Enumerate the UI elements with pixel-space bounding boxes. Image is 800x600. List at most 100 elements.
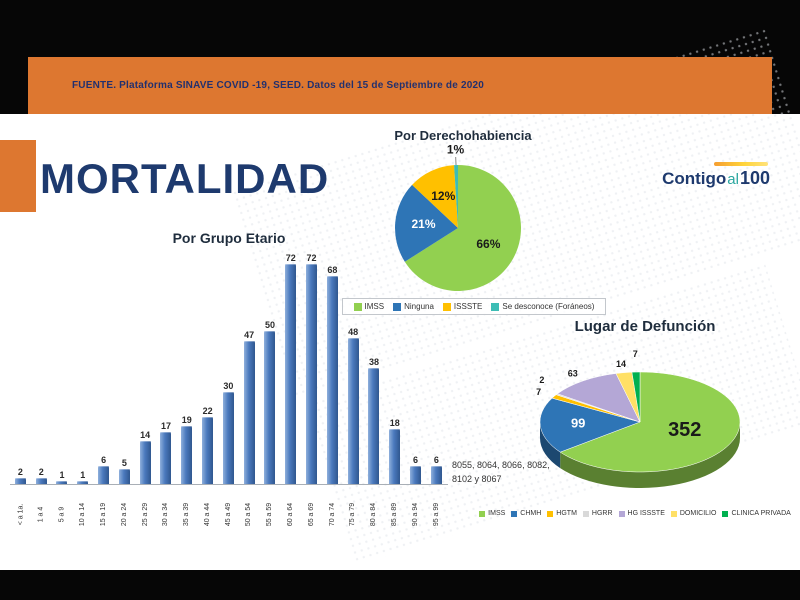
legend-swatch [442, 302, 451, 311]
bar-value: 72 [285, 253, 296, 264]
pie2-rim [560, 422, 740, 488]
bar-value: 6 [433, 454, 439, 465]
bar-slot: 6 [426, 252, 447, 484]
bar-value: 2 [38, 466, 44, 477]
bar-axis-label: 50 a 54 [245, 502, 253, 526]
bar [430, 465, 442, 484]
pie2-slice-6 [631, 371, 641, 423]
legend-swatch [353, 302, 362, 311]
bar-value: 14 [140, 430, 151, 441]
legend-swatch [618, 510, 625, 517]
bar-slot: 68 [322, 252, 343, 484]
pie1-slice-2 [412, 165, 458, 228]
legend-swatch [547, 510, 554, 517]
bar [243, 340, 255, 484]
footnote-line-2: 8102 y 8067 [452, 474, 502, 485]
pie1-slice-1 [395, 184, 458, 262]
pie1-legend: IMSS Ninguna ISSSTE Se desconoce (Foráneos) [342, 298, 606, 315]
legend-item: Ninguna [393, 302, 434, 311]
bar-axis-label: 75 a 79 [349, 502, 357, 526]
bar [222, 392, 234, 484]
bar-axis-label: 95 a 99 [432, 502, 440, 526]
bar-value: 2 [17, 466, 23, 477]
bar-value: 1 [59, 469, 65, 480]
legend-swatch [582, 510, 589, 517]
pie2-value-label: 352 [668, 419, 701, 441]
bar-axis-label: 15 a 19 [100, 502, 108, 526]
legend-label: DOMICILIO [679, 510, 717, 517]
pie2-value-label: 14 [616, 359, 626, 369]
legend-swatch [670, 510, 677, 517]
legend-item: IMSS [479, 510, 505, 517]
pie1-value-label: 1% [447, 142, 465, 156]
bar-slot: 1 [52, 252, 73, 484]
bar-axis-label: 30 a 34 [162, 502, 170, 526]
bar-axis-label: 25 a 29 [141, 502, 149, 526]
bar-plot: 2 2 1 1 6 5 14 17 19 22 30 47 50 72 72 68 48 38 18 6 6 [10, 252, 448, 485]
bar-slot: 30 [218, 252, 239, 484]
bar-axis-label: < a 1a. [16, 503, 24, 525]
bar-value: 68 [327, 265, 338, 276]
pie-lugar-defuncion: 352 99 7 2 63 14 7 [536, 349, 741, 488]
pie2-title: Lugar de Defunción [574, 318, 716, 335]
legend-label: ISSSTE [453, 302, 483, 311]
page-title: MORTALIDAD [40, 155, 330, 202]
legend-item: HGTM [547, 510, 577, 517]
logo-text-100: 100 [739, 168, 770, 188]
bar [347, 337, 359, 484]
pie2-rim [540, 422, 561, 469]
bar [14, 477, 26, 484]
legend-swatch [722, 510, 729, 517]
bar [181, 426, 193, 484]
bar-value: 19 [181, 415, 192, 425]
legend-label: CLINICA PRIVADA [731, 510, 791, 517]
bar-axis-label: 65 a 69 [308, 502, 316, 526]
pie2-value-label: 7 [536, 387, 541, 397]
legend-label: Ninguna [404, 302, 434, 311]
bar-labels: < a 1a. 1 a 4 5 a 9 10 a 14 15 a 19 20 a 24 25… [10, 487, 448, 541]
slide-body: MORTALIDAD Contigo al 100 Por Grupo Etar… [0, 26, 800, 570]
bar-slot: 72 [301, 252, 322, 484]
bar-slot: 2 [10, 252, 31, 484]
bar-axis-label: 80 a 84 [370, 502, 378, 526]
bar-slot: 18 [384, 252, 405, 484]
pie1-value-label: 12% [431, 189, 455, 203]
pie-derechohabiencia: 66% 21% 12% 1% [395, 142, 521, 291]
pie1-value-label: 21% [411, 217, 435, 231]
legend-label: Se desconoce (Foráneos) [502, 302, 595, 311]
bar-slot: 22 [197, 252, 218, 484]
legend-label: HG ISSSTE [627, 510, 665, 517]
bar-chart-grupo-etario: Por Grupo Etario 2 2 1 1 6 5 14 17 19 22 30 47 50 72 7… [10, 230, 448, 541]
bar [56, 480, 68, 484]
pie2-slice-4 [556, 373, 641, 423]
bar [98, 465, 110, 484]
bar-value: 17 [160, 421, 171, 432]
bar-slot: 6 [405, 252, 426, 484]
pie2-slice-0 [559, 371, 741, 473]
bar-axis-label: 10 a 14 [79, 502, 87, 526]
legend-label: CHMH [520, 510, 542, 517]
bar-chart-title: Por Grupo Etario [172, 230, 286, 246]
bar [160, 432, 172, 484]
bar-slot: 17 [156, 252, 177, 484]
legend-swatch [479, 510, 486, 517]
bar-value: 38 [368, 357, 379, 367]
contigo-logo: Contigo al 100 [662, 162, 770, 189]
pie1-value-label: 66% [476, 237, 500, 251]
bar-value: 5 [121, 457, 127, 468]
pie2-value-label: 2 [539, 375, 544, 385]
bar-axis-label: 40 a 44 [204, 502, 212, 526]
bar [35, 477, 47, 484]
bar-axis-label: 1 a 4 [37, 506, 45, 522]
bar-slot: 38 [364, 252, 385, 484]
source-text: FUENTE. Plataforma SINAVE COVID -19, SEE… [72, 80, 485, 91]
bar-axis-label: 35 a 39 [183, 502, 191, 526]
bar-slot: 19 [176, 252, 197, 484]
pie1-slice-0 [404, 165, 521, 291]
bar [389, 429, 401, 484]
bar [285, 264, 297, 484]
bar-slot: 47 [239, 252, 260, 484]
legend-item: HG ISSSTE [618, 510, 665, 517]
bar-value: 47 [244, 329, 255, 340]
legend-label: HGTM [556, 510, 577, 517]
